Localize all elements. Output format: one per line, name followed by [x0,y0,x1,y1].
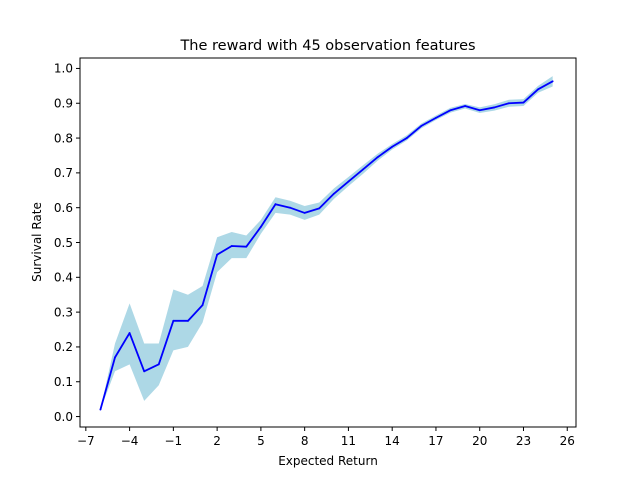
data-point [230,245,233,247]
x-tick-label: 20 [472,434,487,448]
data-point [274,203,277,206]
data-point [551,80,554,83]
data-point [172,319,175,322]
data-point [493,106,496,109]
x-tick-label: −7 [77,434,95,448]
data-point [435,116,437,119]
y-tick-label: 0.5 [54,236,73,250]
confidence-band [100,76,553,410]
y-tick-label: 0.6 [54,201,73,215]
data-point [537,88,539,91]
x-tick-label: 11 [341,434,356,448]
data-point [347,180,350,183]
series-line [99,80,554,410]
data-point [187,319,189,322]
data-point [362,168,364,171]
y-tick-label: 0.2 [54,340,73,354]
y-axis-label: Survival Rate [30,202,44,282]
data-point [391,145,394,148]
x-tick-label: 23 [516,434,531,448]
data-point [114,356,116,359]
y-tick-label: 0.0 [54,410,73,424]
y-tick-label: 0.8 [54,131,73,145]
data-point [143,370,146,373]
data-point [303,212,306,214]
data-point [245,245,248,248]
data-point [216,253,219,256]
y-axis: 0.0 0.1 0.2 0.3 0.4 0.5 0.6 0.7 0.8 0.9 1.0 [54,62,80,424]
data-point [201,304,204,307]
data-point [128,332,131,334]
x-tick-label: 5 [257,434,265,448]
data-point [376,156,379,159]
data-point [522,101,525,104]
y-tick-label: 0.3 [54,305,73,319]
x-tick-label: 2 [213,434,221,448]
data-point [507,102,510,105]
y-tick-label: 1.0 [54,62,73,76]
x-tick-label: 8 [301,434,309,448]
x-tick-label: 26 [560,434,575,448]
x-tick-label: 14 [385,434,400,448]
x-tick-label: 17 [428,434,443,448]
x-axis: −7 −4 −1 2 5 8 11 14 17 20 23 26 [77,427,575,448]
data-point [157,363,160,366]
data-point [464,105,467,107]
y-tick-label: 0.4 [54,271,73,285]
data-point [259,225,262,228]
data-point [478,109,481,112]
y-tick-label: 0.9 [54,97,73,111]
data-point [318,207,321,210]
data-point [332,192,335,195]
plot-area [99,76,554,411]
data-point [289,206,291,209]
x-tick-label: −4 [121,434,139,448]
x-axis-label: Expected Return [278,454,378,468]
chart-title: The reward with 45 observation features [179,38,475,54]
y-tick-label: 0.7 [54,166,73,180]
y-tick-label: 0.1 [54,375,73,389]
data-point [449,109,452,112]
data-point [405,137,408,139]
data-point [99,408,102,411]
data-point [420,124,423,127]
x-tick-label: −1 [165,434,183,448]
